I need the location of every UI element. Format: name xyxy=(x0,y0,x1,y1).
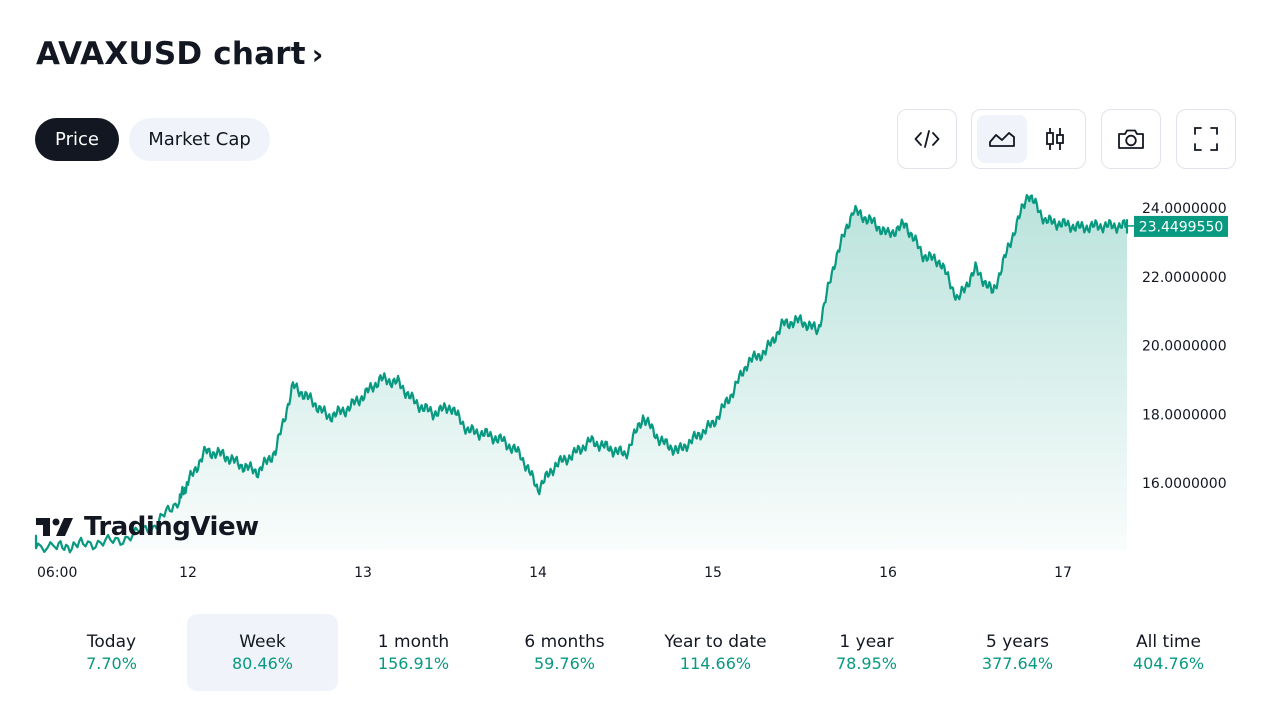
period-label: 5 years xyxy=(985,632,1049,652)
tradingview-logo[interactable]: TradingView xyxy=(36,512,259,542)
period-change: 404.76% xyxy=(1132,654,1205,673)
chart-style-toggle xyxy=(971,109,1086,169)
y-tick-label: 18.0000000 xyxy=(1142,407,1227,423)
area-chart-button[interactable] xyxy=(977,115,1027,163)
x-tick-label: 16 xyxy=(879,565,897,581)
x-tick-label: 15 xyxy=(704,565,722,581)
period-label: Week xyxy=(239,632,286,652)
embed-code-icon xyxy=(914,130,940,148)
title-text: AVAXUSD chart xyxy=(36,36,306,72)
tradingview-logo-icon xyxy=(36,518,73,536)
candlestick-icon xyxy=(1046,128,1065,150)
embed-code-button[interactable] xyxy=(897,109,957,169)
period-change: 59.76% xyxy=(533,654,595,673)
y-tick-label: 16.0000000 xyxy=(1142,476,1227,492)
period-label: 1 month xyxy=(377,632,450,652)
period-6-months[interactable]: 6 months 59.76% xyxy=(489,614,640,691)
y-tick-label: 22.0000000 xyxy=(1142,270,1227,286)
last-price-label: 23.4499550 xyxy=(1139,219,1224,235)
page-title[interactable]: AVAXUSD chart › xyxy=(36,36,324,72)
candlestick-button[interactable] xyxy=(1031,115,1081,163)
tab-price[interactable]: Price xyxy=(35,118,119,161)
x-tick-label: 06:00 xyxy=(37,565,77,581)
period-label: Today xyxy=(86,632,137,652)
period-week[interactable]: Week 80.46% xyxy=(187,614,338,691)
period-change: 377.64% xyxy=(981,654,1054,673)
period-5-years[interactable]: 5 years 377.64% xyxy=(942,614,1093,691)
camera-icon xyxy=(1118,129,1144,149)
x-tick-label: 13 xyxy=(354,565,372,581)
period-today[interactable]: Today 7.70% xyxy=(36,614,187,691)
fullscreen-button[interactable] xyxy=(1176,109,1236,169)
period-change: 7.70% xyxy=(86,654,137,673)
performance-periods: Today 7.70% Week 80.46% 1 month 156.91% … xyxy=(36,614,1244,691)
snapshot-button[interactable] xyxy=(1101,109,1161,169)
tab-market-cap[interactable]: Market Cap xyxy=(129,118,270,161)
period-1-year[interactable]: 1 year 78.95% xyxy=(791,614,942,691)
chevron-right-icon: › xyxy=(311,37,324,71)
fullscreen-icon xyxy=(1194,127,1218,151)
price-chart[interactable]: 24.0000000 22.0000000 20.0000000 18.0000000… xyxy=(0,180,1280,590)
period-year-to-date[interactable]: Year to date 114.66% xyxy=(640,614,791,691)
period-label: 1 year xyxy=(839,632,894,652)
period-change: 78.95% xyxy=(835,654,897,673)
period-label: Year to date xyxy=(664,632,767,652)
chart-svg: 24.0000000 22.0000000 20.0000000 18.0000000… xyxy=(34,194,1228,581)
y-tick-label: 20.0000000 xyxy=(1142,339,1227,355)
period-label: All time xyxy=(1136,632,1201,652)
y-tick-label: 24.0000000 xyxy=(1142,201,1227,217)
last-price-badge xyxy=(1134,215,1228,237)
period-change: 80.46% xyxy=(231,654,293,673)
x-tick-label: 17 xyxy=(1054,565,1072,581)
x-tick-label: 12 xyxy=(179,565,197,581)
price-area xyxy=(36,195,1127,553)
tab-market-cap-label: Market Cap xyxy=(148,129,251,150)
period-change: 114.66% xyxy=(679,654,752,673)
tradingview-logo-text: TradingView xyxy=(84,512,259,542)
price-line xyxy=(34,194,1129,554)
area-chart-icon xyxy=(988,132,1015,147)
period-label: 6 months xyxy=(524,632,605,652)
x-tick-label: 14 xyxy=(529,565,547,581)
period-change: 156.91% xyxy=(377,654,450,673)
period-all-time[interactable]: All time 404.76% xyxy=(1093,614,1244,691)
period-1-month[interactable]: 1 month 156.91% xyxy=(338,614,489,691)
tab-price-label: Price xyxy=(55,129,99,150)
